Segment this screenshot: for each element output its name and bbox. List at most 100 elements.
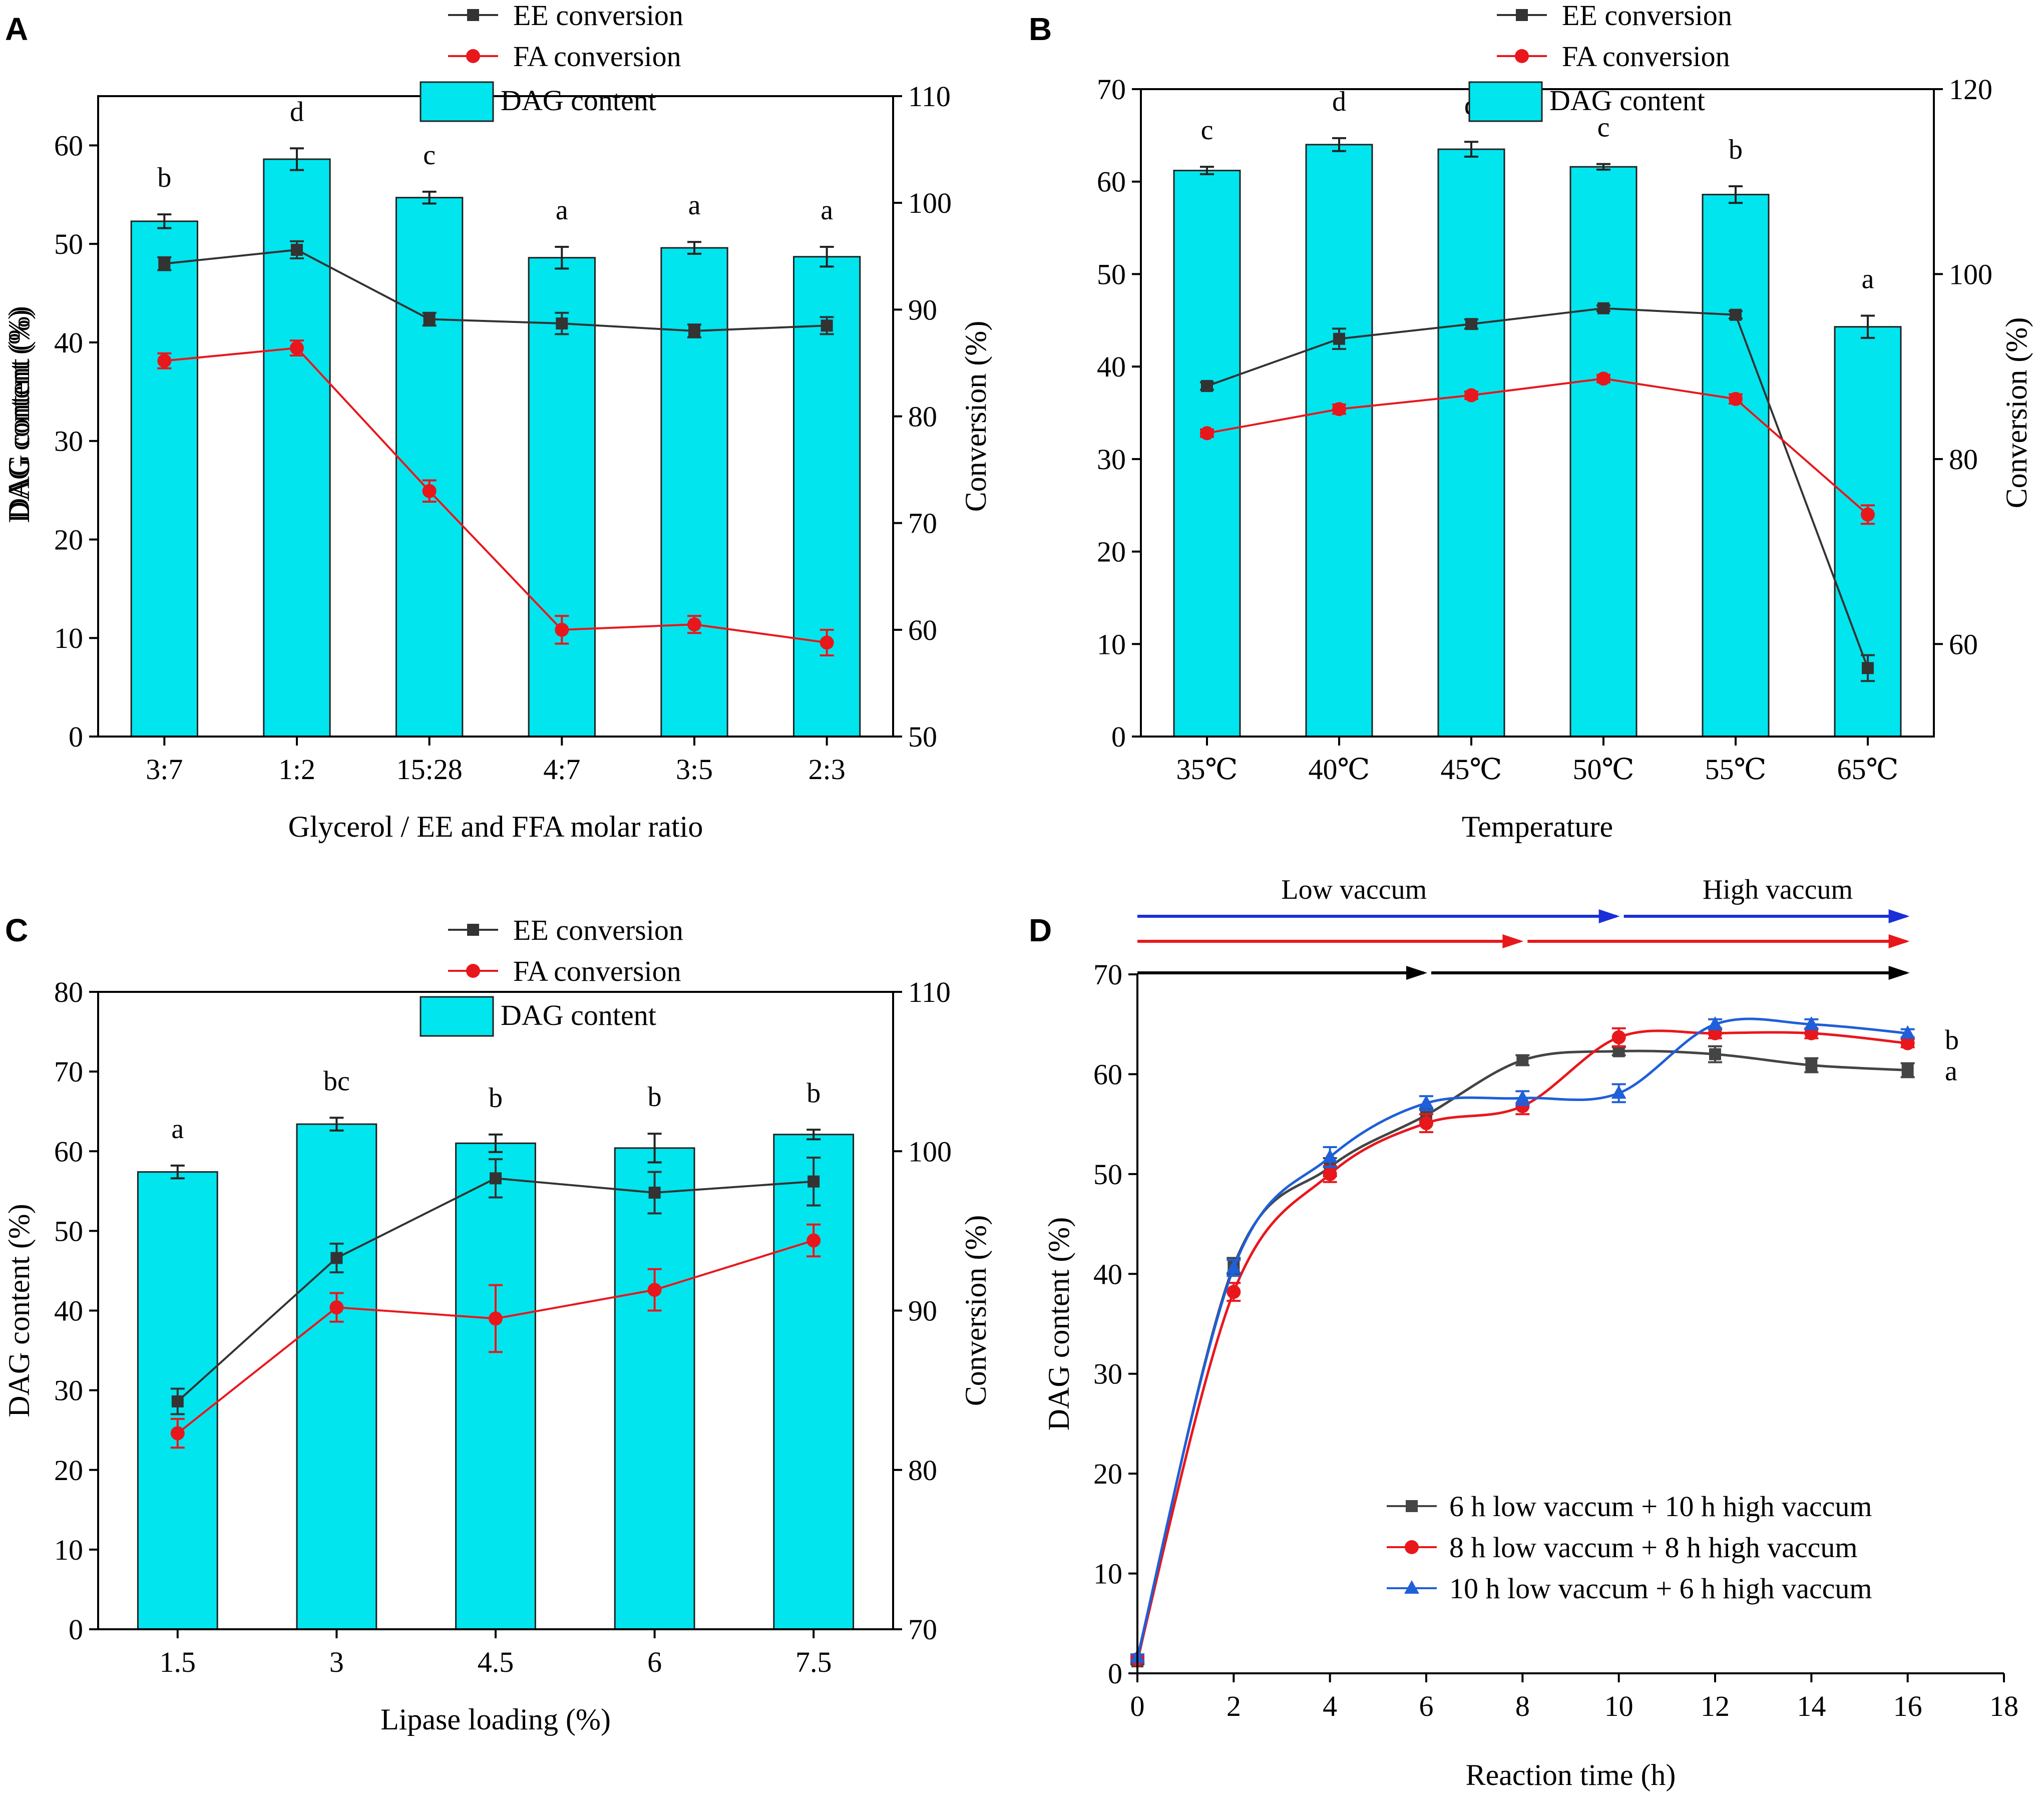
series-0-point-2 [423,313,436,325]
significance-letter-1: bc [323,1065,350,1097]
d-y-tick-label-7: 70 [1093,958,1122,991]
time-series-2-point-2 [1322,1149,1338,1163]
panel-label-B: B [1029,11,1052,47]
left-tick-label-6: 60 [54,1135,83,1168]
x-axis-label: Glycerol / EE and FFA molar ratio [288,810,703,843]
series-line-1 [164,346,827,644]
series-0-point-3 [556,317,568,330]
x-tick-label-0: 1.5 [160,1646,196,1678]
left-tick-label-8: 80 [54,976,83,1008]
right-tick-label-2: 70 [908,507,937,540]
low-vaccum-label: Low vaccum [1281,874,1427,905]
left-tick-label-3: 30 [54,425,83,458]
dag-bar-2 [1437,148,1505,738]
series-1-point-0 [1200,426,1214,441]
legend-marker-0 [467,9,479,21]
legend-label-1: FA conversion [513,40,681,73]
series-1-point-1 [329,1300,344,1315]
d-x-tick-label-9: 18 [1989,1690,2018,1722]
left-tick-label-5: 50 [54,228,83,260]
phase-arrow-head-low-0 [1598,909,1620,923]
d-legend-label-1: 8 h low vaccum + 8 h high vaccum [1449,1531,1858,1564]
legend-marker-1 [466,964,480,978]
series-0-point-0 [171,1395,184,1407]
dag-bar-3 [1569,166,1638,738]
left-tick-label-0: 0 [1111,721,1126,753]
series-0-point-1 [291,243,303,256]
panel-B-chart: cddcba010203040506070608010012035℃40℃45℃… [3,0,2033,843]
plot-frame [97,95,894,738]
time-series-2-point-7 [1804,1016,1819,1030]
legend-label-0: EE conversion [513,0,683,32]
significance-letter-4: a [688,190,701,221]
d-legend-marker-2 [1404,1580,1419,1594]
series-line-0 [1206,307,1869,669]
significance-letter-1: d [1332,86,1346,117]
left-tick-label-6: 60 [1097,166,1126,198]
dag-bar-0 [1173,170,1241,738]
d-x-tick-label-3: 6 [1419,1690,1434,1722]
series-1-point-0 [157,353,172,368]
time-series-1-point-8 [1900,1036,1915,1050]
y-axis-label: DAG content (%) [3,1204,36,1417]
significance-letter-3: a [556,195,568,226]
time-series-1-point-1 [1227,1285,1241,1299]
d-x-axis-label: Reaction time (h) [1466,1758,1676,1791]
x-tick-label-2: 45℃ [1441,753,1502,786]
time-series-0-point-6 [1709,1048,1721,1060]
x-tick-label-5: 2:3 [808,753,846,786]
series-1-point-4 [687,617,701,632]
d-x-tick-label-5: 10 [1604,1690,1633,1722]
time-series-2-point-4 [1515,1090,1530,1104]
time-series-2-point-3 [1419,1095,1434,1109]
d-y-axis-label: DAG content (%) [1042,1217,1075,1431]
series-1-point-1 [1332,402,1346,417]
series-1-point-2 [489,1311,503,1326]
d-x-tick-label-1: 2 [1227,1690,1241,1722]
d-y-tick-label-1: 10 [1093,1558,1122,1590]
d-legend-label-0: 6 h low vaccum + 10 h high vaccum [1449,1490,1872,1523]
x-axis-label: Temperature [1462,810,1613,843]
right-tick-label-3: 120 [1949,73,1992,106]
left-tick-label-7: 70 [54,1055,83,1088]
right-tick-label-0: 50 [908,721,937,753]
d-x-tick-label-2: 4 [1323,1690,1337,1722]
panel-C-chart: a bc b b b 0 10 20 30 40 50 60 70 80 70 80 90 100 110 1.5 3 4… [3,914,992,1736]
left-tick-label-4: 40 [1097,350,1126,383]
phase-arrow-head-low-2 [1406,966,1427,980]
series-0-point-0 [158,257,171,270]
series-1-point-3 [1596,372,1610,386]
series-0-point-4 [688,324,700,337]
legend-bar-swatch [420,996,494,1037]
right-tick-label-0: 70 [908,1613,937,1646]
time-series-line-1 [1136,1029,1908,1660]
d-x-tick-label-8: 16 [1893,1690,1922,1722]
phase-arrow-head-high-2 [1888,966,1910,980]
series-0-point-0 [1201,380,1213,392]
left-tick-label-7: 70 [1097,73,1126,106]
series-1-point-1 [290,341,304,355]
left-tick-label-4: 40 [54,1295,83,1327]
right-tick-label-1: 60 [908,614,937,646]
series-1-point-3 [555,622,569,637]
legend-label-0: EE conversion [513,914,683,946]
y2-axis-label: Conversion (%) [959,321,992,512]
plot-frame [1140,88,1935,738]
y2-axis-label: Conversion (%) [2000,317,2033,509]
significance-letter-4: b [806,1077,821,1109]
legend-marker-1 [1515,49,1529,63]
dag-bar-5 [793,256,861,738]
right-tick-label-4: 90 [908,293,937,326]
dag-bar-2 [455,1142,536,1630]
legend-bar-swatch [420,81,494,122]
significance-letter-2: c [423,140,436,171]
d-x-tick-label-4: 8 [1515,1690,1530,1722]
significance-letter-5: a [821,195,833,226]
left-tick-label-1: 10 [54,622,83,654]
x-tick-label-0: 3:7 [146,753,183,786]
d-legend-marker-0 [1406,1500,1418,1512]
left-tick-label-4: 40 [54,326,83,359]
series-0-point-1 [1333,332,1345,345]
significance-letter-0: b [157,162,171,193]
series-1-point-2 [1464,388,1478,403]
